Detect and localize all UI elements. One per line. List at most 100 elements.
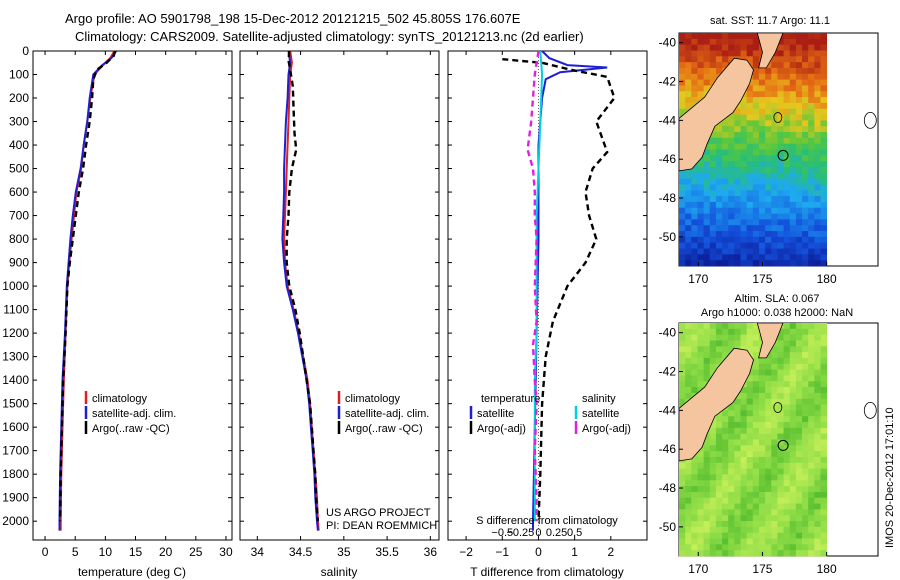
map-cell bbox=[758, 363, 766, 370]
map-cell bbox=[814, 323, 821, 330]
map-cell bbox=[802, 196, 809, 203]
map-cell bbox=[820, 480, 828, 487]
y-tick-label: 2000 bbox=[2, 514, 29, 528]
map-cell bbox=[814, 468, 821, 475]
map-cell bbox=[691, 346, 698, 353]
map-cell bbox=[802, 491, 809, 499]
map-cell bbox=[722, 509, 729, 516]
map-cell bbox=[765, 79, 772, 86]
map-cell bbox=[722, 242, 729, 249]
map-cell bbox=[789, 410, 797, 417]
argo-float-marker bbox=[777, 149, 789, 161]
map-cell bbox=[814, 369, 821, 376]
map-cell bbox=[814, 346, 821, 353]
map-cell bbox=[802, 231, 809, 238]
map-cell bbox=[808, 422, 815, 429]
map-cell bbox=[685, 526, 692, 534]
map-cell bbox=[789, 544, 797, 551]
map-cell bbox=[814, 44, 821, 51]
map-cell bbox=[777, 137, 784, 145]
t-difference-ticks: −2 −1 0 1 2 bbox=[459, 51, 614, 559]
map-cell bbox=[734, 260, 741, 267]
map-cell bbox=[722, 410, 729, 417]
map-cell bbox=[722, 248, 729, 255]
map-cell bbox=[685, 357, 692, 365]
map-cell bbox=[795, 62, 803, 69]
map-cell bbox=[697, 381, 705, 388]
chatham-rise-contour bbox=[773, 402, 783, 413]
map-cell bbox=[820, 352, 828, 359]
map-cell bbox=[734, 225, 741, 232]
map-cell bbox=[814, 375, 821, 382]
map-cell bbox=[697, 91, 705, 98]
map-cell bbox=[789, 236, 797, 244]
map-cell bbox=[771, 439, 778, 446]
map-cell bbox=[691, 357, 698, 365]
map-cell bbox=[740, 416, 748, 423]
map-cell bbox=[783, 184, 791, 191]
map-cell bbox=[740, 340, 748, 347]
map-cell bbox=[783, 161, 791, 168]
map-cell bbox=[734, 526, 741, 534]
map-cell bbox=[697, 550, 705, 557]
map-cell bbox=[752, 254, 760, 261]
map-cell bbox=[709, 242, 717, 249]
map-cell bbox=[777, 225, 784, 232]
map-cell bbox=[691, 538, 698, 545]
map-cell bbox=[697, 50, 705, 57]
map-cell bbox=[722, 149, 729, 156]
map-cell bbox=[808, 503, 815, 510]
map-cell bbox=[820, 143, 828, 150]
map-cell bbox=[789, 328, 797, 336]
map-cell bbox=[795, 50, 803, 57]
map-cell bbox=[783, 550, 791, 557]
map-cell bbox=[691, 236, 698, 244]
map-cell bbox=[771, 550, 778, 557]
map-cell bbox=[758, 532, 766, 539]
legend-label-satellite: satellite-adj. clim. bbox=[92, 408, 176, 420]
map-cell bbox=[740, 33, 748, 40]
map-cell bbox=[802, 236, 809, 244]
map-cell bbox=[722, 451, 729, 458]
map-cell bbox=[709, 38, 717, 46]
map-cell bbox=[728, 120, 735, 127]
map-cell bbox=[709, 486, 717, 493]
map-cell bbox=[765, 149, 772, 156]
map-cell bbox=[679, 363, 686, 370]
map-cell bbox=[691, 219, 698, 226]
map-cell bbox=[777, 433, 784, 440]
map-cell bbox=[802, 404, 809, 411]
map-cell bbox=[765, 97, 772, 104]
map-cell bbox=[777, 445, 784, 452]
map-cell bbox=[746, 97, 754, 104]
map-cell bbox=[808, 33, 815, 40]
map-x-tick-label: 175 bbox=[752, 272, 772, 286]
map-cell bbox=[685, 323, 692, 330]
map-cell bbox=[722, 480, 729, 487]
map-cell bbox=[771, 225, 778, 232]
map-cell bbox=[820, 126, 828, 133]
map-cell bbox=[783, 50, 791, 57]
map-cell bbox=[734, 242, 741, 249]
map-cell bbox=[777, 190, 784, 197]
map-cell bbox=[703, 503, 711, 510]
legend-label-argo: Argo(..raw -QC) bbox=[92, 423, 170, 435]
map-cell bbox=[771, 375, 778, 382]
map-cell bbox=[795, 439, 803, 446]
map-cell bbox=[820, 357, 828, 365]
map-cell bbox=[746, 236, 754, 244]
map-cell bbox=[734, 550, 741, 557]
map-cell bbox=[752, 381, 760, 388]
map-cell bbox=[771, 451, 778, 458]
map-cell bbox=[679, 213, 686, 220]
map-cell bbox=[715, 538, 723, 545]
x-tick-label: 1 bbox=[571, 545, 578, 559]
map-cell bbox=[758, 404, 766, 411]
map-cell bbox=[691, 375, 698, 382]
map-cell bbox=[752, 126, 760, 133]
s-tick-label: −0.5 bbox=[491, 527, 513, 539]
map-cell bbox=[679, 44, 686, 51]
map-cell bbox=[808, 155, 815, 162]
map-cell bbox=[752, 410, 760, 417]
map-cell bbox=[802, 340, 809, 347]
